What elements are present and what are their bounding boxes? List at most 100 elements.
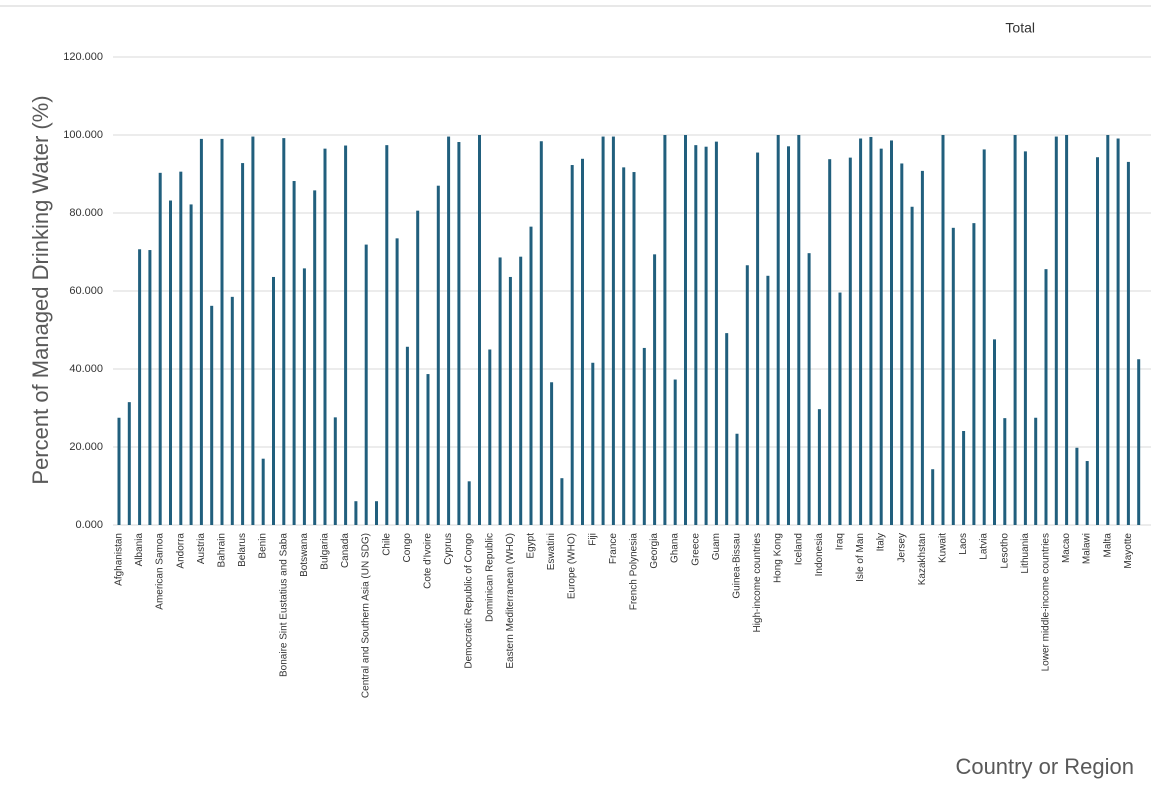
x-tick-label: Isle of Man: [855, 533, 866, 582]
x-axis-title: Country or Region: [955, 754, 1134, 779]
y-tick-label: 120.000: [63, 51, 103, 63]
x-tick-label: Botswana: [299, 533, 310, 577]
bar: [117, 417, 121, 525]
bar: [158, 172, 162, 525]
bar: [900, 163, 904, 525]
bar: [436, 185, 440, 525]
x-tick-label: Dominican Republic: [484, 533, 495, 622]
x-tick-label: Eastern Mediterranean (WHO): [505, 533, 516, 669]
x-tick-label: Central and Southern Asia (UN SDG): [361, 533, 372, 698]
bar: [951, 227, 955, 525]
x-tick-label: Austria: [196, 533, 207, 565]
x-tick-label: Guam: [711, 533, 722, 560]
bar: [261, 458, 265, 525]
bar: [828, 159, 832, 525]
bar: [148, 250, 152, 526]
bar: [1065, 135, 1069, 525]
bar: [1075, 447, 1079, 525]
bar: [550, 382, 554, 525]
bar: [663, 135, 667, 525]
x-tick-label: Afghanistan: [114, 533, 125, 586]
bar: [797, 135, 801, 525]
bar: [405, 346, 409, 525]
x-tick-label: Albania: [134, 533, 145, 567]
bar: [1023, 151, 1027, 525]
bar: [611, 136, 615, 525]
x-tick-label: Bulgaria: [320, 533, 331, 570]
bar: [179, 171, 183, 525]
bar: [694, 145, 698, 525]
x-tick-label: Eswatini: [546, 533, 557, 570]
bar: [272, 276, 275, 525]
bar: [1013, 135, 1017, 525]
bar: [931, 469, 935, 525]
x-tick-label: Kazakhstan: [917, 533, 928, 585]
bar: [333, 417, 337, 525]
bar: [302, 268, 306, 525]
bar: [395, 238, 399, 525]
bar: [385, 145, 389, 525]
bar: [890, 140, 893, 525]
x-tick-label: Hong Kong: [773, 533, 784, 583]
x-tick-label: American Samoa: [155, 533, 166, 610]
x-tick-label: Cyprus: [443, 533, 454, 565]
x-tick-label: Bahrain: [217, 533, 228, 567]
bar: [982, 149, 986, 525]
y-axis-title: Percent of Managed Drinking Water (%): [28, 95, 53, 484]
x-tick-label: Egypt: [526, 533, 537, 559]
bar: [1116, 138, 1120, 525]
bar: [962, 431, 966, 525]
x-tick-label: Chile: [381, 533, 392, 556]
bar: [241, 163, 245, 525]
bar: [292, 181, 296, 525]
x-tick-label: Jersey: [896, 533, 907, 562]
bar: [426, 374, 430, 525]
bar: [127, 402, 131, 525]
bar: [745, 265, 749, 525]
bar: [879, 148, 883, 525]
x-tick-label: Laos: [958, 533, 969, 555]
bar: [848, 157, 852, 525]
bar: [1096, 157, 1099, 526]
x-tick-label: French Polynesia: [629, 533, 640, 611]
bar: [766, 275, 770, 525]
x-tick-label: Italy: [876, 533, 887, 551]
bar: [467, 481, 471, 525]
x-tick-label: Congo: [402, 533, 413, 563]
x-tick-label: Europe (WHO): [567, 533, 578, 599]
x-tick-label: Lesotho: [999, 533, 1010, 569]
bar: [1126, 161, 1130, 525]
x-tick-label: Latvia: [979, 533, 990, 560]
bar: [859, 138, 863, 525]
bar: [519, 256, 523, 525]
bar: [581, 158, 584, 526]
bar: [457, 142, 461, 525]
bar: [1137, 359, 1141, 525]
bar: [1044, 269, 1048, 525]
bar: [787, 146, 790, 525]
bar: [416, 210, 420, 525]
bar: [838, 292, 842, 525]
bar: [632, 172, 636, 526]
x-tick-label: Indonesia: [814, 533, 825, 577]
bar: [735, 433, 739, 525]
bar: [570, 165, 574, 525]
x-tick-label: Canada: [340, 533, 351, 568]
x-tick-label: Guinea-Bissau: [732, 533, 743, 599]
bar: [210, 305, 214, 525]
bar: [622, 167, 626, 525]
bar: [199, 138, 203, 525]
x-tick-label: High-income countries: [752, 533, 763, 633]
x-tick-label: Ghana: [670, 533, 681, 563]
bar: [1003, 418, 1007, 525]
x-tick-label: Macao: [1061, 533, 1072, 563]
bar: [807, 253, 811, 526]
bar: [169, 200, 172, 525]
x-tick-label: Greece: [690, 533, 701, 566]
bar: [725, 333, 729, 525]
bar: [539, 141, 543, 526]
bar: [560, 478, 564, 525]
x-tick-label: Malta: [1102, 533, 1113, 558]
bar: [869, 136, 873, 525]
